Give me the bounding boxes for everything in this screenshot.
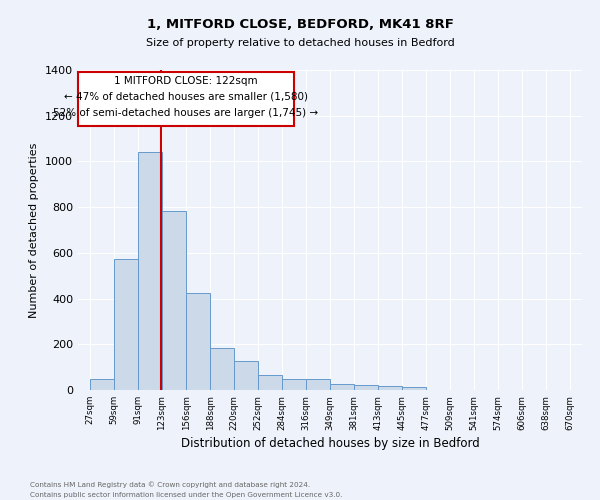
Bar <box>210 348 234 390</box>
Text: 1 MITFORD CLOSE: 122sqm: 1 MITFORD CLOSE: 122sqm <box>114 76 258 86</box>
Text: 52% of semi-detached houses are larger (1,745) →: 52% of semi-detached houses are larger (… <box>53 108 319 118</box>
Y-axis label: Number of detached properties: Number of detached properties <box>29 142 40 318</box>
Text: ← 47% of detached houses are smaller (1,580): ← 47% of detached houses are smaller (1,… <box>64 92 308 102</box>
Bar <box>234 362 258 390</box>
Bar <box>306 379 330 390</box>
Bar <box>282 380 306 390</box>
Bar <box>378 386 402 390</box>
Bar <box>90 379 114 390</box>
Bar <box>114 260 138 390</box>
Bar <box>331 384 354 390</box>
Bar <box>402 388 426 390</box>
Bar <box>162 211 186 390</box>
FancyBboxPatch shape <box>78 72 294 126</box>
Text: Size of property relative to detached houses in Bedford: Size of property relative to detached ho… <box>146 38 454 48</box>
Text: Contains public sector information licensed under the Open Government Licence v3: Contains public sector information licen… <box>30 492 343 498</box>
Bar <box>258 375 282 390</box>
Bar <box>354 384 378 390</box>
Bar <box>138 152 161 390</box>
Bar <box>186 294 210 390</box>
Text: 1, MITFORD CLOSE, BEDFORD, MK41 8RF: 1, MITFORD CLOSE, BEDFORD, MK41 8RF <box>146 18 454 30</box>
Text: Contains HM Land Registry data © Crown copyright and database right 2024.: Contains HM Land Registry data © Crown c… <box>30 481 310 488</box>
X-axis label: Distribution of detached houses by size in Bedford: Distribution of detached houses by size … <box>181 436 479 450</box>
